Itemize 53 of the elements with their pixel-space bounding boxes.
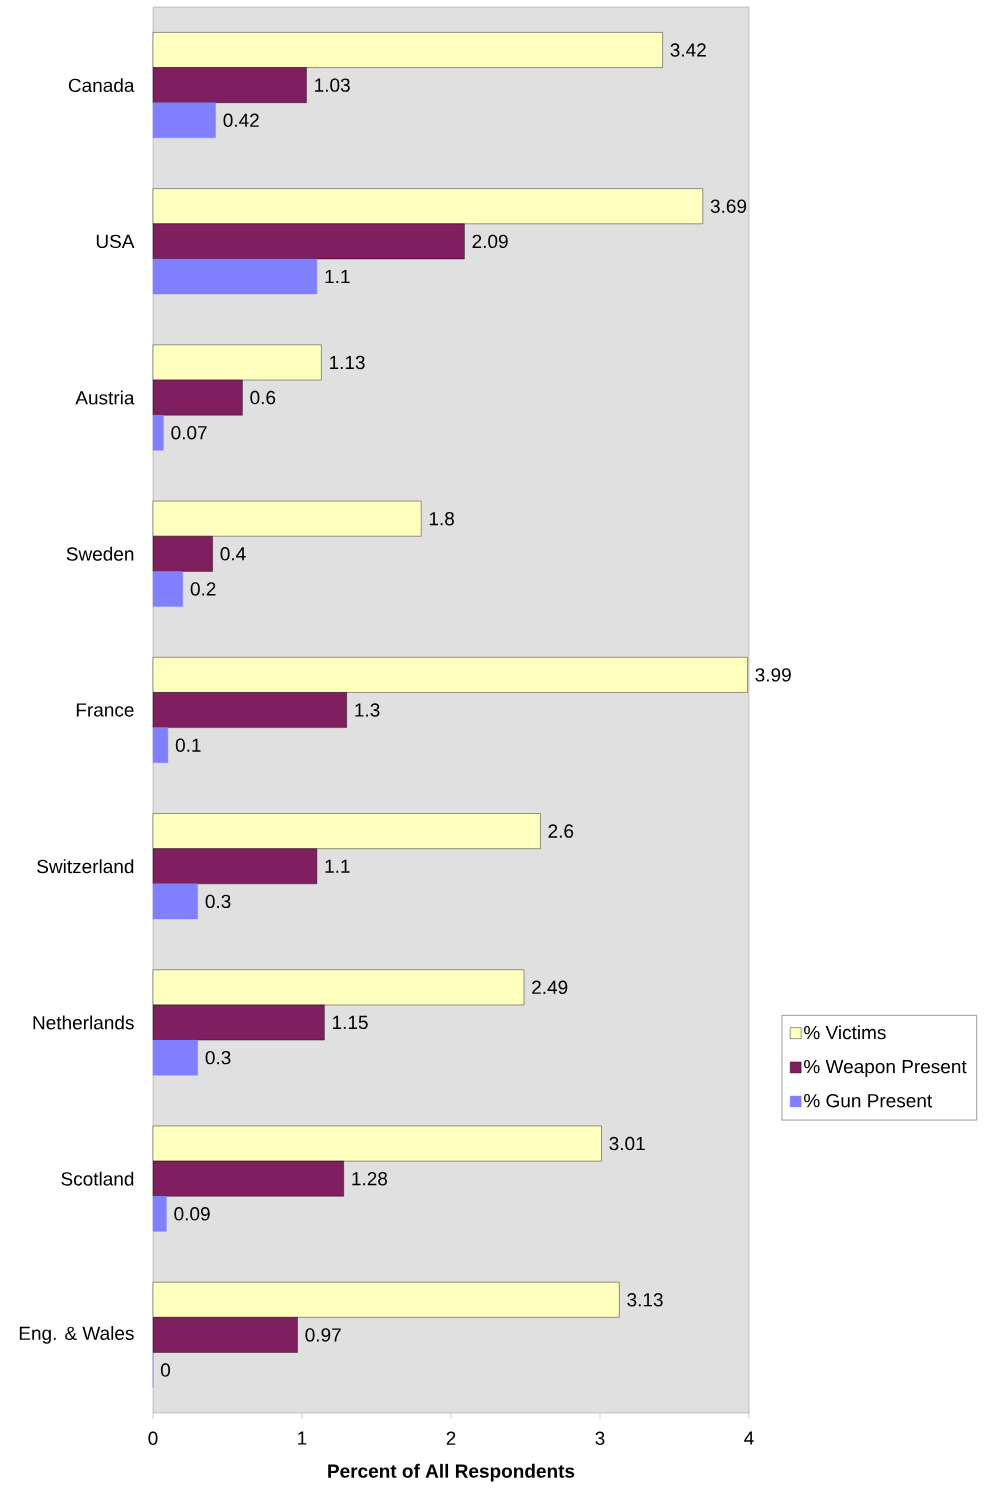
data-label: 0.3 [205,894,231,909]
bar [152,883,198,920]
y-tick-label: Netherlands [33,1015,134,1030]
y-tick-label: France [76,703,134,717]
data-label: 0.1 [175,738,201,752]
y-tick-label: USA [96,234,135,249]
data-label: 2.09 [472,234,508,249]
bar [152,258,318,295]
y-tick-label: Scotland [61,1171,134,1186]
data-label: 0.6 [250,390,276,405]
y-tick-label: Sweden [66,546,134,561]
data-label: 0.3 [205,1050,231,1065]
data-label: 2.49 [532,980,568,995]
bar [152,1039,198,1076]
data-label: 1.15 [332,1015,368,1030]
data-label: 0.4 [220,547,246,561]
y-tick-label: Switzerland [37,859,134,874]
legend-label: % Gun Present [804,1093,933,1108]
bar [152,1196,167,1232]
legend-label: % Victims [804,1025,886,1040]
data-label: 1.1 [325,859,350,873]
y-tick-label: Canada [68,78,135,93]
x-tick-label: 3 [595,1431,605,1446]
y-tick-label: Eng. & Wales [19,1326,134,1344]
bar [152,102,216,139]
data-label: 3.42 [670,43,706,57]
data-label: 0.07 [171,426,207,440]
data-label: 2.6 [548,824,574,838]
data-label: 1.28 [352,1171,388,1186]
x-tick-label: 4 [744,1431,754,1445]
x-tick-label: 1 [298,1431,307,1445]
data-label: 0.09 [174,1207,210,1221]
data-label: 3.13 [627,1293,663,1307]
x-tick-label: 0 [148,1431,158,1446]
data-label: 3.01 [609,1136,645,1151]
data-label: 0 [160,1363,171,1377]
data-label: 0.97 [305,1328,341,1342]
data-label: 3.69 [710,199,747,213]
x-axis-title: Percent of All Respondents [328,1463,575,1482]
bar [152,414,164,451]
data-label: 1.13 [330,355,365,370]
data-label: 1.3 [355,703,380,717]
bar [152,571,183,607]
bar [152,727,169,763]
data-label: 1.1 [325,269,350,284]
data-label: 0.2 [190,582,216,596]
data-label: 3.99 [755,668,791,682]
data-label: 1.8 [429,511,454,526]
legend-label: % Weapon Present [804,1059,967,1078]
y-tick-label: Austria [75,390,135,405]
data-label: 0.42 [223,113,259,128]
data-label: 1.03 [315,78,350,92]
x-tick-label: 2 [446,1431,456,1445]
